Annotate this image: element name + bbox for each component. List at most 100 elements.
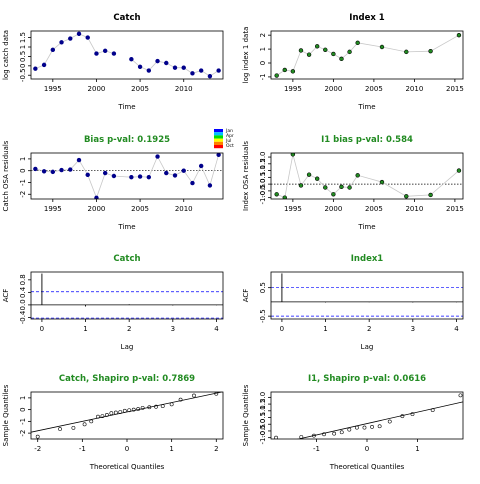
catch-acf-ytick-label: -0.4 bbox=[19, 310, 27, 324]
index-series-point bbox=[298, 48, 304, 53]
catch-qq-qq-point bbox=[131, 407, 136, 412]
catch-series-point bbox=[50, 47, 56, 53]
catch-series-title: Catch bbox=[113, 13, 140, 23]
index-residuals-xtick-label: 2005 bbox=[365, 205, 383, 213]
index-qq-qq-point bbox=[400, 414, 405, 419]
index-qq-xtick-label: -1 bbox=[313, 445, 320, 453]
catch-qq-xtick-label: 2 bbox=[214, 445, 218, 453]
index-series-series-line bbox=[276, 34, 460, 76]
month-legend-swatch bbox=[214, 141, 223, 145]
catch-series-point bbox=[181, 65, 186, 70]
index-qq-xtick-label: 0 bbox=[365, 445, 369, 453]
catch-series-xtick-label: 2005 bbox=[131, 85, 149, 93]
catch-residuals-point bbox=[85, 172, 90, 178]
catch-qq-xlabel: Theoretical Quantiles bbox=[89, 463, 165, 471]
catch-qq-ylabel: Sample Quantiles bbox=[2, 384, 10, 446]
catch-qq-qq-point bbox=[178, 397, 183, 402]
index-series-xtick-label: 1995 bbox=[284, 85, 302, 93]
index-residuals-xtick-label: 2000 bbox=[324, 205, 342, 213]
catch-qq-marks bbox=[31, 392, 223, 439]
catch-qq-qq-point bbox=[136, 407, 141, 411]
catch-series-marks bbox=[33, 31, 221, 79]
catch-residuals-xtick-label: 1995 bbox=[44, 205, 62, 213]
catch-qq-qq-point bbox=[96, 414, 100, 419]
catch-acf-marks bbox=[31, 273, 223, 319]
index-qq-ytick-label: 0.0 bbox=[259, 419, 267, 430]
index-qq-qq-point bbox=[312, 433, 316, 438]
index-residuals-point bbox=[314, 176, 320, 181]
index-qq-qq-point bbox=[387, 419, 392, 424]
index-series-point bbox=[306, 52, 312, 57]
catch-series-point bbox=[85, 35, 90, 40]
catch-acf-xtick-label: 0 bbox=[40, 325, 44, 333]
index-series-panel: Index 1 Time log index 1 data 1995 2000 2005 2… bbox=[242, 13, 464, 111]
catch-series-xlabel: Time bbox=[117, 103, 135, 111]
catch-qq-panel: Catch, Shapiro p-val: 0.7869 Theoretical … bbox=[2, 374, 224, 471]
index-qq-qq-point bbox=[410, 412, 415, 417]
catch-series-point bbox=[68, 36, 73, 41]
catch-series-point bbox=[59, 40, 64, 45]
catch-residuals-point bbox=[41, 169, 47, 174]
index-series-point bbox=[339, 56, 344, 62]
index-acf-xlabel: Lag bbox=[361, 343, 374, 351]
catch-residuals-point bbox=[198, 163, 204, 169]
catch-series-point bbox=[137, 64, 143, 69]
catch-residuals-ytick-label: 1 bbox=[19, 157, 27, 161]
index-qq-qq-point bbox=[458, 393, 463, 398]
index-acf-panel: Index1 Lag ACF 0 1 2 3 4 -0.5 0.5 bbox=[242, 254, 464, 351]
catch-series-ytick-label: 0 bbox=[19, 64, 27, 68]
catch-series-panel: Catch Time log catch data 1995 2000 2005 2010 -… bbox=[2, 13, 224, 111]
index-qq-qq-point bbox=[347, 427, 352, 432]
index-qq-qq-point bbox=[339, 430, 344, 435]
index-residuals-ytick-label: 0.5 bbox=[259, 172, 267, 183]
catch-qq-qq-point bbox=[109, 411, 114, 416]
index-qq-qq-point bbox=[299, 435, 304, 439]
index-residuals-xtick-label: 1995 bbox=[284, 205, 302, 213]
catch-qq-qq-point bbox=[154, 404, 158, 409]
catch-residuals-ytick-label: 0 bbox=[19, 168, 27, 172]
index-residuals-point bbox=[298, 183, 304, 188]
catch-acf-xtick-label: 2 bbox=[127, 325, 131, 333]
catch-qq-xtick-label: 1 bbox=[169, 445, 173, 453]
index-qq-xlabel: Theoretical Quantiles bbox=[329, 463, 405, 471]
index-residuals-ylabel: Index OSA residuals bbox=[242, 141, 250, 211]
index-acf-title: Index1 bbox=[351, 254, 384, 264]
catch-residuals-point bbox=[172, 173, 178, 178]
index-series-point bbox=[282, 67, 287, 73]
month-legend-swatch bbox=[214, 135, 223, 139]
catch-acf-ytick-label: 0.0 bbox=[19, 299, 27, 310]
catch-series-frame bbox=[30, 30, 224, 80]
index-series-title: Index 1 bbox=[349, 13, 385, 23]
index-residuals-ytick-label: 0.0 bbox=[259, 179, 267, 190]
month-legend-label: Oct bbox=[226, 143, 234, 149]
index-residuals-point bbox=[404, 194, 409, 199]
index-acf-ytick-label: -0.5 bbox=[259, 309, 267, 323]
index-qq-qq-point bbox=[274, 435, 278, 439]
catch-qq-qq-point bbox=[82, 422, 87, 427]
catch-series-point bbox=[111, 51, 117, 56]
month-legend-label: Apr bbox=[226, 133, 234, 139]
catch-residuals-point bbox=[129, 174, 134, 180]
index-series-frame bbox=[270, 30, 464, 80]
catch-series-point bbox=[76, 31, 82, 37]
catch-acf-panel: Catch Lag ACF 0 1 2 3 4 -0.40.00.40.8 bbox=[2, 254, 224, 351]
index-qq-qq-point bbox=[377, 424, 382, 429]
index-series-point bbox=[323, 47, 328, 52]
index-series-point bbox=[379, 44, 385, 50]
index-acf-xtick-label: 4 bbox=[454, 325, 459, 333]
catch-series-ytick-label: -0.5 bbox=[19, 68, 27, 82]
index-residuals-point bbox=[456, 168, 462, 173]
index-qq-ytick-label: -0.5 bbox=[259, 424, 267, 438]
index-series-ytick-label: -1 bbox=[259, 73, 267, 80]
index-residuals-ytick-label: 1.5 bbox=[259, 158, 267, 169]
catch-series-ytick-label: 0.5 bbox=[19, 51, 27, 62]
catch-qq-qq-point bbox=[169, 402, 174, 407]
index-qq-ylabel: Sample Quantiles bbox=[242, 384, 250, 446]
index-qq-ytick-label: 0.5 bbox=[259, 412, 267, 423]
index-series-ytick-label: 2 bbox=[259, 33, 267, 37]
index-residuals-xlabel: Time bbox=[357, 223, 375, 231]
catch-qq-qq-point bbox=[100, 414, 105, 418]
month-legend-swatch bbox=[214, 145, 223, 149]
catch-acf-xtick-label: 4 bbox=[214, 325, 219, 333]
